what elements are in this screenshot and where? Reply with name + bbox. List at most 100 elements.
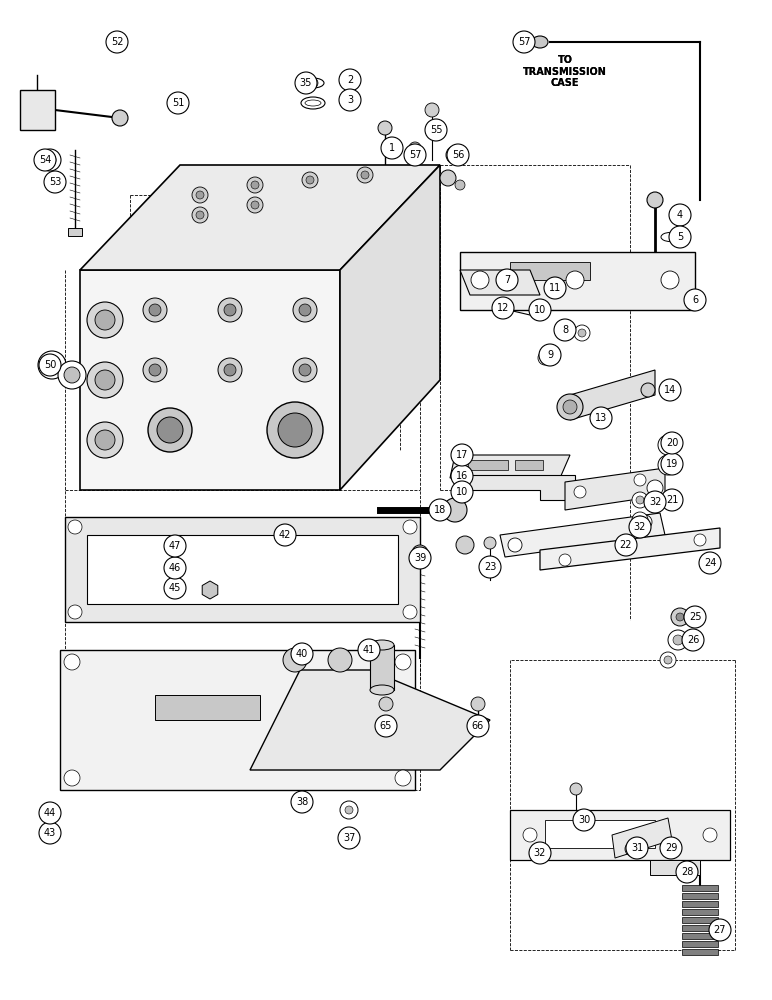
Circle shape: [554, 319, 576, 341]
Circle shape: [626, 837, 648, 859]
Polygon shape: [80, 165, 440, 270]
Bar: [682, 893, 718, 899]
Text: 26: 26: [687, 635, 699, 645]
Bar: [68, 228, 82, 236]
Bar: [682, 941, 718, 947]
Circle shape: [247, 177, 263, 193]
Circle shape: [143, 298, 167, 322]
Circle shape: [452, 482, 472, 502]
Text: 40: 40: [296, 649, 308, 659]
Circle shape: [699, 552, 721, 574]
Circle shape: [299, 364, 311, 376]
Circle shape: [676, 613, 684, 621]
Circle shape: [661, 432, 683, 454]
Circle shape: [440, 170, 456, 186]
Circle shape: [658, 455, 678, 475]
Bar: [682, 885, 718, 891]
Circle shape: [447, 144, 469, 166]
Circle shape: [64, 654, 80, 670]
Circle shape: [534, 849, 542, 857]
Circle shape: [34, 149, 56, 171]
Circle shape: [574, 486, 586, 498]
Circle shape: [68, 605, 82, 619]
Bar: [545, 820, 655, 848]
Circle shape: [403, 520, 417, 534]
Text: 53: 53: [49, 177, 61, 187]
Circle shape: [404, 144, 426, 166]
Polygon shape: [340, 165, 440, 490]
Text: 22: 22: [620, 540, 632, 550]
Circle shape: [661, 489, 683, 511]
Circle shape: [647, 480, 663, 496]
Circle shape: [39, 354, 61, 376]
Circle shape: [573, 809, 595, 831]
Text: 1: 1: [389, 143, 395, 153]
Circle shape: [659, 379, 681, 401]
Text: 29: 29: [665, 843, 677, 853]
Circle shape: [570, 783, 582, 795]
Circle shape: [566, 271, 584, 289]
Polygon shape: [540, 528, 720, 570]
Circle shape: [578, 329, 586, 337]
Text: 18: 18: [434, 505, 446, 515]
Circle shape: [634, 474, 646, 486]
Bar: [682, 933, 718, 939]
Circle shape: [669, 204, 691, 226]
Circle shape: [44, 171, 66, 193]
Polygon shape: [202, 581, 218, 599]
Circle shape: [638, 515, 652, 529]
Polygon shape: [80, 270, 340, 490]
Text: 2: 2: [347, 75, 353, 85]
Circle shape: [218, 358, 242, 382]
Circle shape: [149, 364, 161, 376]
Circle shape: [224, 364, 236, 376]
Circle shape: [64, 367, 80, 383]
Circle shape: [192, 187, 208, 203]
Circle shape: [299, 304, 311, 316]
Circle shape: [513, 31, 535, 53]
Circle shape: [44, 154, 56, 166]
Circle shape: [378, 121, 392, 135]
Circle shape: [293, 358, 317, 382]
Circle shape: [247, 197, 263, 213]
Circle shape: [632, 512, 648, 528]
Text: 24: 24: [704, 558, 716, 568]
Text: 19: 19: [666, 459, 678, 469]
Polygon shape: [250, 670, 490, 770]
Circle shape: [546, 284, 558, 296]
Circle shape: [196, 191, 204, 199]
Text: 35: 35: [300, 78, 312, 88]
Circle shape: [538, 351, 552, 365]
Circle shape: [106, 31, 128, 53]
Text: 50: 50: [44, 360, 56, 370]
Text: 20: 20: [665, 438, 678, 448]
Text: 38: 38: [296, 797, 308, 807]
Ellipse shape: [370, 685, 394, 695]
Circle shape: [496, 269, 518, 291]
Circle shape: [38, 351, 66, 379]
Ellipse shape: [532, 36, 548, 48]
Circle shape: [409, 142, 421, 154]
Circle shape: [44, 357, 60, 373]
Bar: [682, 901, 718, 907]
Bar: [370, 645, 394, 690]
Circle shape: [39, 149, 61, 171]
Polygon shape: [612, 818, 672, 858]
Circle shape: [471, 697, 485, 711]
Circle shape: [39, 822, 61, 844]
Text: 57: 57: [518, 37, 530, 47]
Text: 10: 10: [456, 487, 468, 497]
Ellipse shape: [301, 97, 325, 109]
Ellipse shape: [370, 640, 394, 650]
Circle shape: [278, 413, 312, 447]
Text: TO
TRANSMISSION
CASE: TO TRANSMISSION CASE: [523, 55, 607, 88]
Circle shape: [149, 304, 161, 316]
Text: 3: 3: [347, 95, 353, 105]
Circle shape: [196, 211, 204, 219]
Text: 43: 43: [44, 828, 56, 838]
Text: 21: 21: [665, 495, 678, 505]
Circle shape: [64, 770, 80, 786]
Circle shape: [479, 556, 501, 578]
Circle shape: [112, 110, 128, 126]
Circle shape: [455, 180, 465, 190]
